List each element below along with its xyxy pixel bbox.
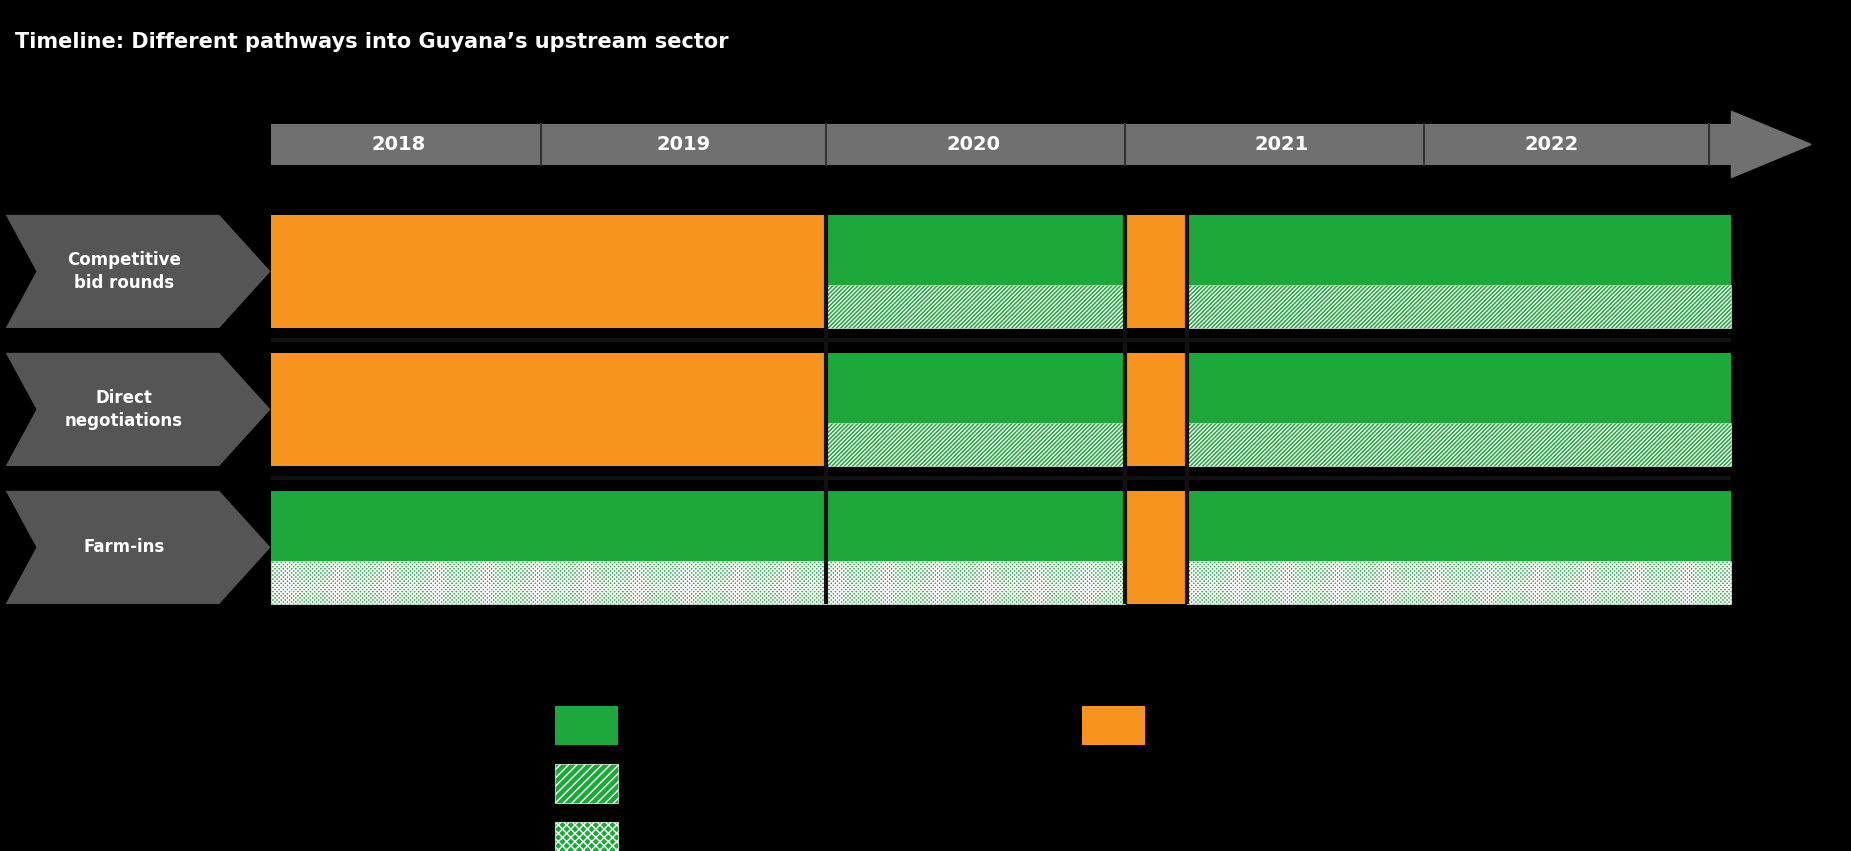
Bar xyxy=(270,123,1731,165)
Bar xyxy=(826,353,1125,423)
Bar xyxy=(1083,706,1144,745)
Bar xyxy=(826,423,1125,466)
Text: Competitive
bid rounds: Competitive bid rounds xyxy=(67,251,181,292)
Bar xyxy=(270,491,1125,561)
Text: 2021: 2021 xyxy=(1255,135,1309,154)
Bar xyxy=(555,822,618,851)
Bar xyxy=(270,561,1125,604)
Bar xyxy=(1188,353,1731,423)
Text: 2020: 2020 xyxy=(948,135,1001,154)
Bar xyxy=(555,764,618,802)
Bar xyxy=(1125,353,1188,466)
Text: Farm-ins: Farm-ins xyxy=(83,539,165,557)
Text: Timeline: Different pathways into Guyana’s upstream sector: Timeline: Different pathways into Guyana… xyxy=(15,32,729,52)
Text: 2018: 2018 xyxy=(372,135,426,154)
Polygon shape xyxy=(6,214,270,328)
Text: 2022: 2022 xyxy=(1525,135,1579,154)
Bar xyxy=(1188,285,1731,328)
Bar xyxy=(1125,491,1188,604)
Bar xyxy=(1125,214,1188,328)
Text: 2019: 2019 xyxy=(657,135,711,154)
Bar xyxy=(555,706,618,745)
Bar xyxy=(826,285,1125,328)
Bar xyxy=(1188,491,1731,561)
Bar xyxy=(1188,561,1731,604)
Polygon shape xyxy=(1731,111,1810,178)
Bar xyxy=(270,353,826,466)
Polygon shape xyxy=(6,491,270,604)
Polygon shape xyxy=(6,353,270,466)
Bar xyxy=(1188,423,1731,466)
Bar xyxy=(270,214,826,328)
Bar xyxy=(826,214,1125,285)
Bar xyxy=(1188,214,1731,285)
Text: Direct
negotiations: Direct negotiations xyxy=(65,389,183,430)
